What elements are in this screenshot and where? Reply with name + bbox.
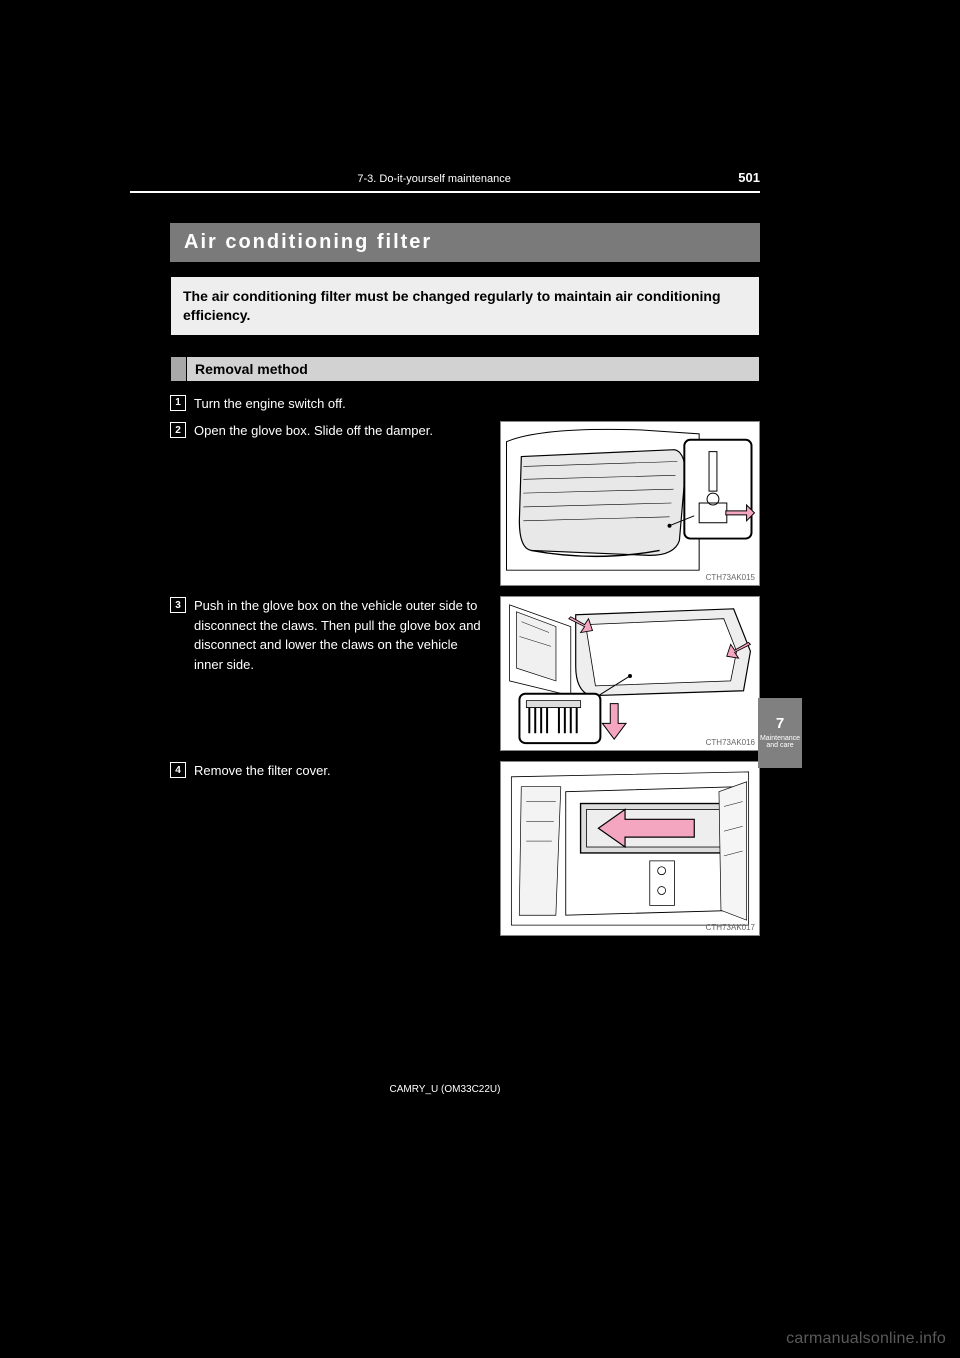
step-number-box: 2	[170, 422, 186, 438]
step-figure-wrap: CTH73AK016	[500, 596, 760, 751]
chapter-label: Maintenance and care	[758, 735, 802, 750]
step: 3 Push in the glove box on the vehicle o…	[170, 596, 760, 751]
step-text: Remove the filter cover.	[194, 761, 488, 936]
figure-svg	[501, 422, 759, 585]
step-number-box: 3	[170, 597, 186, 613]
page-header: 7-3. Do-it-yourself maintenance 501	[130, 170, 760, 185]
step-body: Push in the glove box on the vehicle out…	[194, 596, 760, 751]
steps-list: 1 Turn the engine switch off. 2 Open the…	[170, 394, 760, 937]
step: 4 Remove the filter cover.	[170, 761, 760, 936]
figure-id: CTH73AK017	[706, 923, 755, 932]
step-text: Turn the engine switch off.	[194, 394, 760, 414]
figure-filter-cover: CTH73AK017	[500, 761, 760, 936]
step-figure-wrap: CTH73AK017	[500, 761, 760, 936]
chapter-side-tab: 7 Maintenance and care	[758, 698, 802, 768]
intro-box: The air conditioning filter must be chan…	[170, 276, 760, 336]
step: 1 Turn the engine switch off.	[170, 394, 760, 414]
figure-glovebox-claws: CTH73AK016	[500, 596, 760, 751]
step-body: Remove the filter cover.	[194, 761, 760, 936]
subheading: Removal method	[170, 356, 760, 382]
step-number-box: 1	[170, 395, 186, 411]
step-body: Turn the engine switch off.	[194, 394, 760, 414]
manual-page: 7-3. Do-it-yourself maintenance 501 Air …	[130, 170, 760, 946]
figure-svg	[501, 597, 759, 750]
subheading-label: Removal method	[187, 357, 316, 381]
figure-id: CTH73AK016	[706, 738, 755, 747]
subheading-tab	[171, 357, 187, 381]
page-title: Air conditioning filter	[170, 223, 760, 262]
subheading-wrap: Removal method	[170, 356, 760, 382]
header-divider	[130, 191, 760, 193]
step-text: Push in the glove box on the vehicle out…	[194, 596, 488, 751]
figure-svg	[501, 762, 759, 935]
figure-glovebox-damper: CTH73AK015	[500, 421, 760, 586]
step-number-box: 4	[170, 762, 186, 778]
figure-id: CTH73AK015	[706, 573, 755, 582]
watermark: carmanualsonline.info	[786, 1330, 946, 1348]
step-text: Open the glove box. Slide off the damper…	[194, 421, 488, 586]
step: 2 Open the glove box. Slide off the damp…	[170, 421, 760, 586]
section-label: 7-3. Do-it-yourself maintenance	[357, 173, 510, 185]
chapter-number: 7	[776, 716, 784, 733]
step-figure-wrap: CTH73AK015	[500, 421, 760, 586]
model-line: CAMRY_U (OM33C22U)	[130, 1084, 760, 1095]
step-body: Open the glove box. Slide off the damper…	[194, 421, 760, 586]
page-number: 501	[738, 170, 760, 185]
